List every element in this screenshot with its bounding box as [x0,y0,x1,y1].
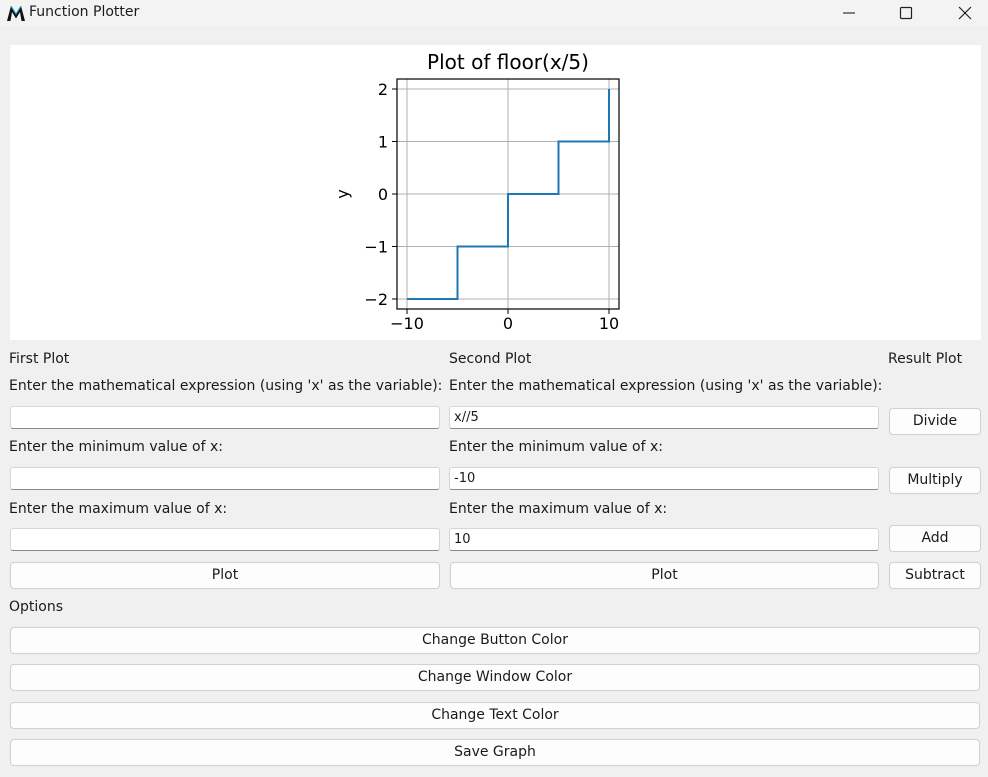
options-heading: Options [9,599,64,615]
second-expr-input[interactable]: x//5 [449,406,879,429]
close-button[interactable] [942,0,988,26]
close-icon [958,6,972,20]
y-tick-label: 1 [378,133,388,152]
change-window-color-button[interactable]: Change Window Color [10,664,980,691]
first-min-label: Enter the minimum value of x: [9,439,223,455]
add-button[interactable]: Add [889,525,981,552]
first-plot-heading: First Plot [9,351,70,367]
x-tick-label: 0 [503,314,513,333]
second-expr-label: Enter the mathematical expression (using… [449,378,883,394]
window-title: Function Plotter [29,4,140,20]
first-plot-button[interactable]: Plot [10,562,440,589]
result-plot-heading: Result Plot [888,351,963,367]
x-tick-label: 10 [599,314,619,333]
divide-button[interactable]: Divide [889,408,981,435]
series-line [407,89,610,300]
app-logo-icon [7,5,25,21]
minimize-button[interactable] [826,0,872,26]
first-expr-input[interactable] [10,406,440,429]
maximize-button[interactable] [883,0,929,26]
subtract-button[interactable]: Subtract [889,562,981,589]
y-tick-label: −1 [364,238,388,257]
second-plot-heading: Second Plot [449,351,532,367]
y-tick-label: −2 [364,290,388,309]
maximize-icon [899,6,913,20]
chart-title: Plot of floor(x/5) [427,50,589,74]
title-bar: Function Plotter [0,0,988,26]
second-min-input[interactable]: -10 [449,467,879,490]
y-tick-label: 0 [378,185,388,204]
y-tick-label: 2 [378,80,388,99]
multiply-button[interactable]: Multiply [889,467,981,494]
first-expr-label: Enter the mathematical expression (using… [9,378,443,394]
x-tick-label: −10 [390,314,424,333]
plot-canvas: −10 0 10 −2 −1 0 1 2 Plot of floor(x/5) y [10,45,981,340]
second-max-label: Enter the maximum value of x: [449,501,668,517]
y-axis-label: y [333,189,352,198]
first-max-label: Enter the maximum value of x: [9,501,228,517]
first-max-input[interactable] [10,528,440,551]
minimize-icon [843,12,855,14]
first-min-input[interactable] [10,467,440,490]
save-graph-button[interactable]: Save Graph [10,739,980,766]
change-text-color-button[interactable]: Change Text Color [10,702,980,729]
second-max-input[interactable]: 10 [449,528,879,551]
change-button-color-button[interactable]: Change Button Color [10,627,980,654]
second-min-label: Enter the minimum value of x: [449,439,663,455]
second-plot-button[interactable]: Plot [450,562,879,589]
